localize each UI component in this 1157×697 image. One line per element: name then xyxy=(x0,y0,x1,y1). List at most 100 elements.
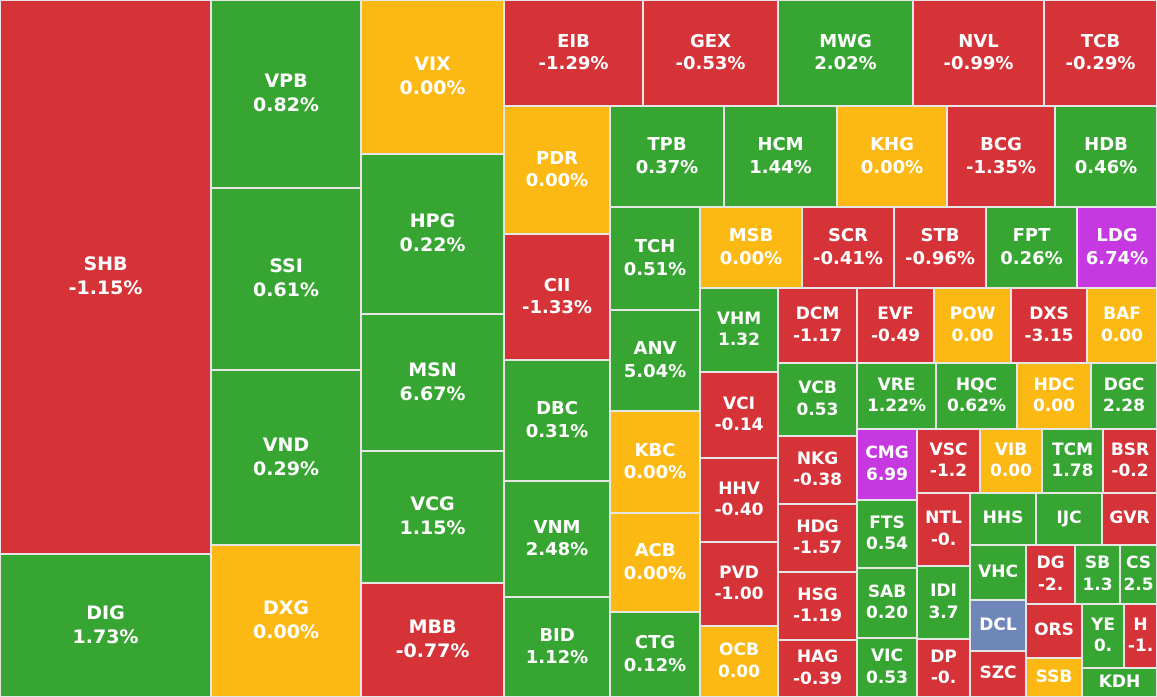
tile-dig[interactable]: DIG 1.73% xyxy=(0,554,211,697)
tile-evf[interactable]: EVF -0.49 xyxy=(857,288,934,363)
tile-ticker: VCI xyxy=(723,393,755,414)
tile-ssi[interactable]: SSI 0.61% xyxy=(211,188,361,370)
tile-hhv[interactable]: HHV -0.40 xyxy=(700,458,778,542)
tile-hpg[interactable]: HPG 0.22% xyxy=(361,154,504,314)
tile-dxg[interactable]: DXG 0.00% xyxy=(211,545,361,697)
tile-stb[interactable]: STB -0.96% xyxy=(894,207,986,288)
tile-change: 0.12% xyxy=(623,654,687,676)
tile-fpt[interactable]: FPT 0.26% xyxy=(986,207,1077,288)
tile-kbc[interactable]: KBC 0.00% xyxy=(610,411,700,513)
tile-ssb[interactable]: SSB xyxy=(1026,658,1082,697)
tile-fts[interactable]: FTS 0.54 xyxy=(857,500,917,568)
tile-ticker: STB xyxy=(920,225,960,246)
tile-ticker: DCL xyxy=(979,614,1017,635)
tile-cmg[interactable]: CMG 6.99 xyxy=(857,429,917,500)
tile-ticker: SHB xyxy=(83,253,128,276)
tile-dcl[interactable]: DCL xyxy=(970,600,1026,651)
tile-bcg[interactable]: BCG -1.35% xyxy=(947,106,1055,207)
tile-shb[interactable]: SHB -1.15% xyxy=(0,0,211,554)
tile-bid[interactable]: BID 1.12% xyxy=(504,597,610,697)
tile-gvr[interactable]: GVR xyxy=(1102,493,1157,545)
tile-vnm[interactable]: VNM 2.48% xyxy=(504,481,610,597)
tile-tcb[interactable]: TCB -0.29% xyxy=(1044,0,1157,106)
tile-scr[interactable]: SCR -0.41% xyxy=(802,207,894,288)
tile-change: 6.67% xyxy=(399,382,466,405)
tile-vhm[interactable]: VHM 1.32 xyxy=(700,288,778,372)
tile-ticker: YE xyxy=(1091,614,1115,635)
tile-hdg[interactable]: HDG -1.57 xyxy=(778,504,857,572)
tile-ticker: PDR xyxy=(536,147,578,169)
tile-cs[interactable]: CS 2.5 xyxy=(1120,545,1157,604)
tile-pdr[interactable]: PDR 0.00% xyxy=(504,106,610,234)
tile-ldg[interactable]: LDG 6.74% xyxy=(1077,207,1157,288)
tile-change: -1.33% xyxy=(522,297,592,318)
tile-vre[interactable]: VRE 1.22% xyxy=(857,363,936,429)
tile-dxs[interactable]: DXS -3.15 xyxy=(1011,288,1087,363)
tile-change: 0.00 xyxy=(718,661,760,682)
tile-vcb[interactable]: VCB 0.53 xyxy=(778,363,857,436)
tile-idi[interactable]: IDI 3.7 xyxy=(917,566,970,639)
tile-vcg[interactable]: VCG 1.15% xyxy=(361,451,504,583)
tile-ors[interactable]: ORS xyxy=(1026,604,1082,658)
tile-dgc[interactable]: DGC 2.28 xyxy=(1091,363,1157,429)
tile-tch[interactable]: TCH 0.51% xyxy=(610,207,700,310)
tile-dg[interactable]: DG -2. xyxy=(1026,545,1075,604)
tile-ticker: TCB xyxy=(1080,30,1121,52)
tile-vix[interactable]: VIX 0.00% xyxy=(361,0,504,154)
tile-nvl[interactable]: NVL -0.99% xyxy=(913,0,1044,106)
tile-vpb[interactable]: VPB 0.82% xyxy=(211,0,361,188)
tile-change: 0.22% xyxy=(399,234,466,256)
tile-vhc[interactable]: VHC xyxy=(970,545,1026,600)
tile-vsc[interactable]: VSC -1.2 xyxy=(917,429,980,493)
tile-tpb[interactable]: TPB 0.37% xyxy=(610,106,724,207)
tile-hqc[interactable]: HQC 0.62% xyxy=(936,363,1017,429)
tile-pow[interactable]: POW 0.00 xyxy=(934,288,1011,363)
tile-vci[interactable]: VCI -0.14 xyxy=(700,372,778,458)
tile-dbc[interactable]: DBC 0.31% xyxy=(504,360,610,481)
tile-cii[interactable]: CII -1.33% xyxy=(504,234,610,360)
tile-mbb[interactable]: MBB -0.77% xyxy=(361,583,504,697)
tile-mwg[interactable]: MWG 2.02% xyxy=(778,0,913,106)
tile-hdc[interactable]: HDC 0.00 xyxy=(1017,363,1091,429)
tile-ticker: TCH xyxy=(634,236,676,257)
tile-change: -1.35% xyxy=(966,156,1036,178)
tile-sab[interactable]: SAB 0.20 xyxy=(857,568,917,638)
tile-msn[interactable]: MSN 6.67% xyxy=(361,314,504,451)
tile-gex[interactable]: GEX -0.53% xyxy=(643,0,778,106)
tile-baf[interactable]: BAF 0.00 xyxy=(1087,288,1157,363)
tile-nkg[interactable]: NKG -0.38 xyxy=(778,436,857,504)
tile-ocb[interactable]: OCB 0.00 xyxy=(700,626,778,697)
tile-dp[interactable]: DP -0. xyxy=(917,639,970,697)
tile-bsr[interactable]: BSR -0.2 xyxy=(1103,429,1157,493)
tile-hcm[interactable]: HCM 1.44% xyxy=(724,106,837,207)
tile-change: 0.51% xyxy=(623,258,687,280)
tile-change: -0.49 xyxy=(871,325,920,346)
tile-dcm[interactable]: DCM -1.17 xyxy=(778,288,857,363)
tile-tcm[interactable]: TCM 1.78 xyxy=(1042,429,1103,493)
tile-vib[interactable]: VIB 0.00 xyxy=(980,429,1042,493)
tile-sb[interactable]: SB 1.3 xyxy=(1075,545,1120,604)
tile-ye[interactable]: YE 0. xyxy=(1082,604,1124,668)
tile-pvd[interactable]: PVD -1.00 xyxy=(700,542,778,626)
tile-change: 1.22% xyxy=(867,396,926,416)
tile-ijc[interactable]: IJC xyxy=(1036,493,1102,545)
tile-szc[interactable]: SZC xyxy=(970,651,1026,697)
tile-acb[interactable]: ACB 0.00% xyxy=(610,513,700,612)
tile-change: 0.29% xyxy=(253,457,319,480)
tile-h[interactable]: H -1. xyxy=(1124,604,1157,668)
tile-hhs[interactable]: HHS xyxy=(970,493,1036,545)
tile-khg[interactable]: KHG 0.00% xyxy=(837,106,947,207)
tile-ticker: DXG xyxy=(262,597,309,620)
tile-kdh[interactable]: KDH xyxy=(1082,668,1157,697)
tile-hag[interactable]: HAG -0.39 xyxy=(778,640,857,697)
tile-ctg[interactable]: CTG 0.12% xyxy=(610,612,700,697)
tile-hdb[interactable]: HDB 0.46% xyxy=(1055,106,1157,207)
tile-vnd[interactable]: VND 0.29% xyxy=(211,370,361,545)
tile-anv[interactable]: ANV 5.04% xyxy=(610,310,700,411)
tile-msb[interactable]: MSB 0.00% xyxy=(700,207,802,288)
tile-vic[interactable]: VIC 0.53 xyxy=(857,638,917,697)
tile-hsg[interactable]: HSG -1.19 xyxy=(778,572,857,640)
tile-ntl[interactable]: NTL -0. xyxy=(917,493,970,566)
tile-change: 0.46% xyxy=(1074,156,1138,178)
tile-eib[interactable]: EIB -1.29% xyxy=(504,0,643,106)
